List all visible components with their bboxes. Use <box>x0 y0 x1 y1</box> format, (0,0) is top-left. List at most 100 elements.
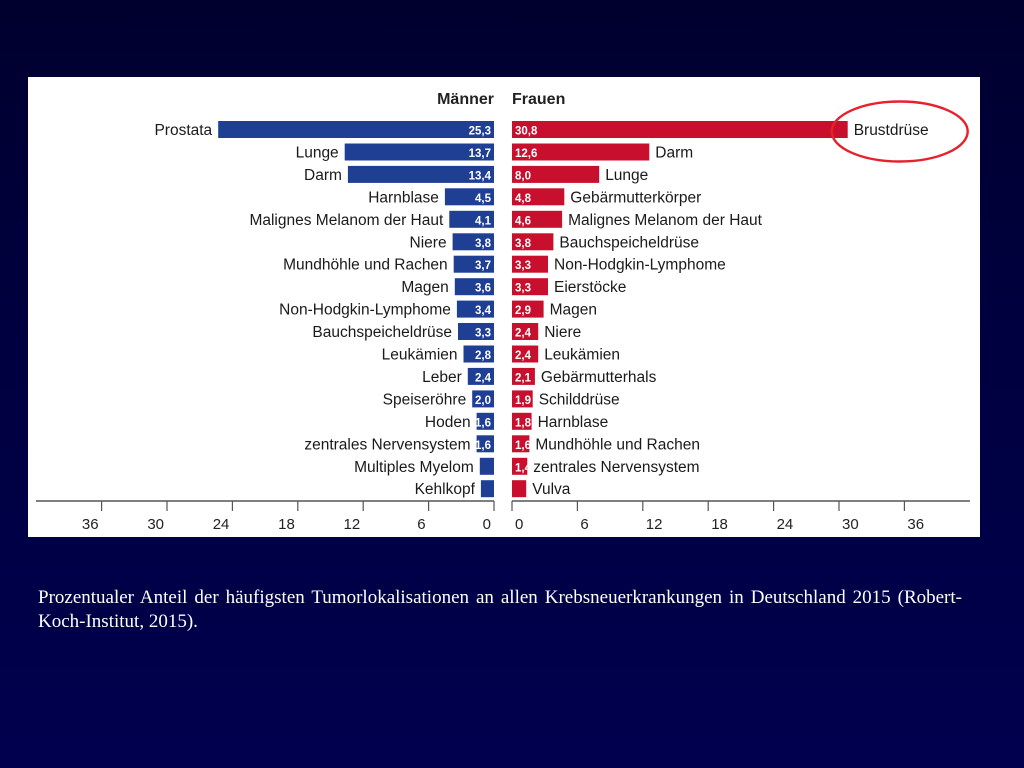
value-label-frauen-13: 1,8 <box>515 417 532 429</box>
category-label-frauen-3: Gebärmutterkörper <box>570 189 701 206</box>
bar-maenner-13 <box>476 412 494 430</box>
value-label-maenner-10: 2,8 <box>475 350 492 362</box>
category-label-maenner-16: Kehlkopf <box>415 481 476 498</box>
category-label-frauen-12: Schilddrüse <box>539 391 620 408</box>
value-label-maenner-1: 13,7 <box>469 148 491 160</box>
value-label-frauen-9: 2,4 <box>515 328 532 340</box>
value-label-maenner-2: 13,4 <box>469 170 492 182</box>
category-label-frauen-11: Gebärmutterhals <box>541 369 657 386</box>
bar-maenner-7 <box>454 278 494 296</box>
value-label-frauen-0: 30,8 <box>515 126 538 138</box>
x-tick-label-frauen-2: 12 <box>646 516 663 533</box>
bar-maenner-14 <box>476 435 494 453</box>
value-label-maenner-11: 2,4 <box>475 372 492 384</box>
bar-frauen-15 <box>512 457 528 475</box>
x-tick-label-frauen-3: 18 <box>711 516 728 533</box>
category-label-maenner-5: Niere <box>410 234 447 251</box>
category-label-maenner-1: Lunge <box>296 145 339 162</box>
panel-title-maenner: Männer <box>437 91 494 108</box>
category-label-maenner-7: Magen <box>401 279 448 296</box>
chart-panel: Männer Frauen 25,3 Prostata 13,7 Lunge 13,4 Da… <box>28 77 980 537</box>
x-tick-label-frauen-1: 6 <box>580 516 588 533</box>
bar-maenner-8 <box>456 300 494 318</box>
category-label-maenner-9: Bauchspeicheldrüse <box>312 324 452 341</box>
category-label-frauen-5: Bauchspeicheldrüse <box>559 234 699 251</box>
bar-maenner-16 <box>480 480 494 498</box>
x-tick-label-frauen-5: 30 <box>842 516 859 533</box>
panel-title-frauen: Frauen <box>512 91 565 108</box>
figure-caption: Prozentualer Anteil der häufigsten Tumor… <box>38 587 962 632</box>
x-tick-label-maenner-5: 30 <box>147 516 164 533</box>
category-label-frauen-15: zentrales Nervensystem <box>533 459 699 476</box>
category-label-frauen-7: Eierstöcke <box>554 279 626 296</box>
x-tick-label-maenner-1: 6 <box>417 516 425 533</box>
x-tick-label-maenner-3: 18 <box>278 516 295 533</box>
value-label-frauen-6: 3,3 <box>515 260 531 272</box>
bar-frauen-13 <box>512 412 532 430</box>
value-label-frauen-5: 3,8 <box>515 238 532 250</box>
bar-frauen-2 <box>512 165 600 183</box>
bar-maenner-10 <box>463 345 494 363</box>
category-label-maenner-13: Hoden <box>425 414 471 431</box>
value-label-maenner-8: 3,4 <box>475 305 492 317</box>
category-label-frauen-10: Leukämien <box>544 347 620 364</box>
value-label-maenner-12: 2,0 <box>475 395 491 407</box>
value-label-frauen-1: 12,6 <box>515 148 537 160</box>
bar-maenner-3 <box>444 188 494 206</box>
bar-maenner-5 <box>452 233 494 251</box>
bar-frauen-16 <box>512 480 527 498</box>
x-tick-label-frauen-4: 24 <box>777 516 794 533</box>
value-label-maenner-13: 1,6 <box>475 417 491 429</box>
category-label-frauen-1: Darm <box>655 145 693 162</box>
bar-frauen-5 <box>512 233 554 251</box>
value-label-maenner-14: 1,6 <box>475 440 491 452</box>
value-label-frauen-4: 4,6 <box>515 215 531 227</box>
category-label-frauen-9: Niere <box>544 324 581 341</box>
bar-maenner-1 <box>344 143 494 161</box>
bar-frauen-12 <box>512 390 533 408</box>
bar-frauen-9 <box>512 323 539 340</box>
bar-maenner-0 <box>218 121 494 138</box>
category-label-maenner-2: Darm <box>304 167 342 184</box>
bar-maenner-12 <box>472 390 494 408</box>
bar-frauen-6 <box>512 255 548 273</box>
category-label-maenner-8: Non-Hodgkin-Lymphome <box>279 302 451 319</box>
value-label-maenner-3: 4,5 <box>475 193 492 205</box>
x-tick-label-maenner-4: 24 <box>213 516 230 533</box>
bar-frauen-7 <box>512 278 548 296</box>
category-label-frauen-14: Mundhöhle und Rachen <box>535 436 700 453</box>
bar-frauen-1 <box>512 143 650 161</box>
x-tick-label-maenner-0: 0 <box>483 516 491 533</box>
category-label-maenner-4: Malignes Melanom der Haut <box>249 212 444 229</box>
category-label-frauen-6: Non-Hodgkin-Lymphome <box>554 257 726 274</box>
bar-maenner-15 <box>479 457 494 475</box>
x-tick-label-maenner-6: 36 <box>82 516 99 533</box>
value-label-maenner-9: 3,3 <box>475 328 491 340</box>
bar-frauen-8 <box>512 300 544 318</box>
bar-frauen-0 <box>512 121 848 138</box>
category-label-maenner-6: Mundhöhle und Rachen <box>283 257 448 274</box>
value-label-frauen-3: 4,8 <box>515 193 532 205</box>
category-label-maenner-3: Harnblase <box>368 189 439 206</box>
value-label-maenner-6: 3,7 <box>475 260 491 272</box>
x-tick-label-frauen-6: 36 <box>907 516 924 533</box>
category-label-frauen-2: Lunge <box>605 167 648 184</box>
category-label-maenner-11: Leber <box>422 369 462 386</box>
value-label-frauen-11: 2,1 <box>515 372 532 384</box>
bar-frauen-4 <box>512 210 563 228</box>
value-label-frauen-14: 1,6 <box>515 440 531 452</box>
value-label-maenner-7: 3,6 <box>475 283 491 295</box>
category-label-frauen-0: Brustdrüse <box>854 122 929 139</box>
value-label-frauen-10: 2,4 <box>515 350 532 362</box>
value-label-frauen-8: 2,9 <box>515 305 531 317</box>
category-label-frauen-8: Magen <box>550 302 597 319</box>
bar-frauen-11 <box>512 367 535 385</box>
category-label-maenner-12: Speiseröhre <box>383 391 467 408</box>
value-label-frauen-7: 3,3 <box>515 283 531 295</box>
value-label-maenner-5: 3,8 <box>475 238 492 250</box>
category-label-maenner-10: Leukämien <box>382 347 458 364</box>
bar-frauen-10 <box>512 345 539 363</box>
bar-maenner-2 <box>347 165 494 183</box>
highlight-ellipse <box>830 100 969 163</box>
x-tick-label-maenner-2: 12 <box>344 516 361 533</box>
